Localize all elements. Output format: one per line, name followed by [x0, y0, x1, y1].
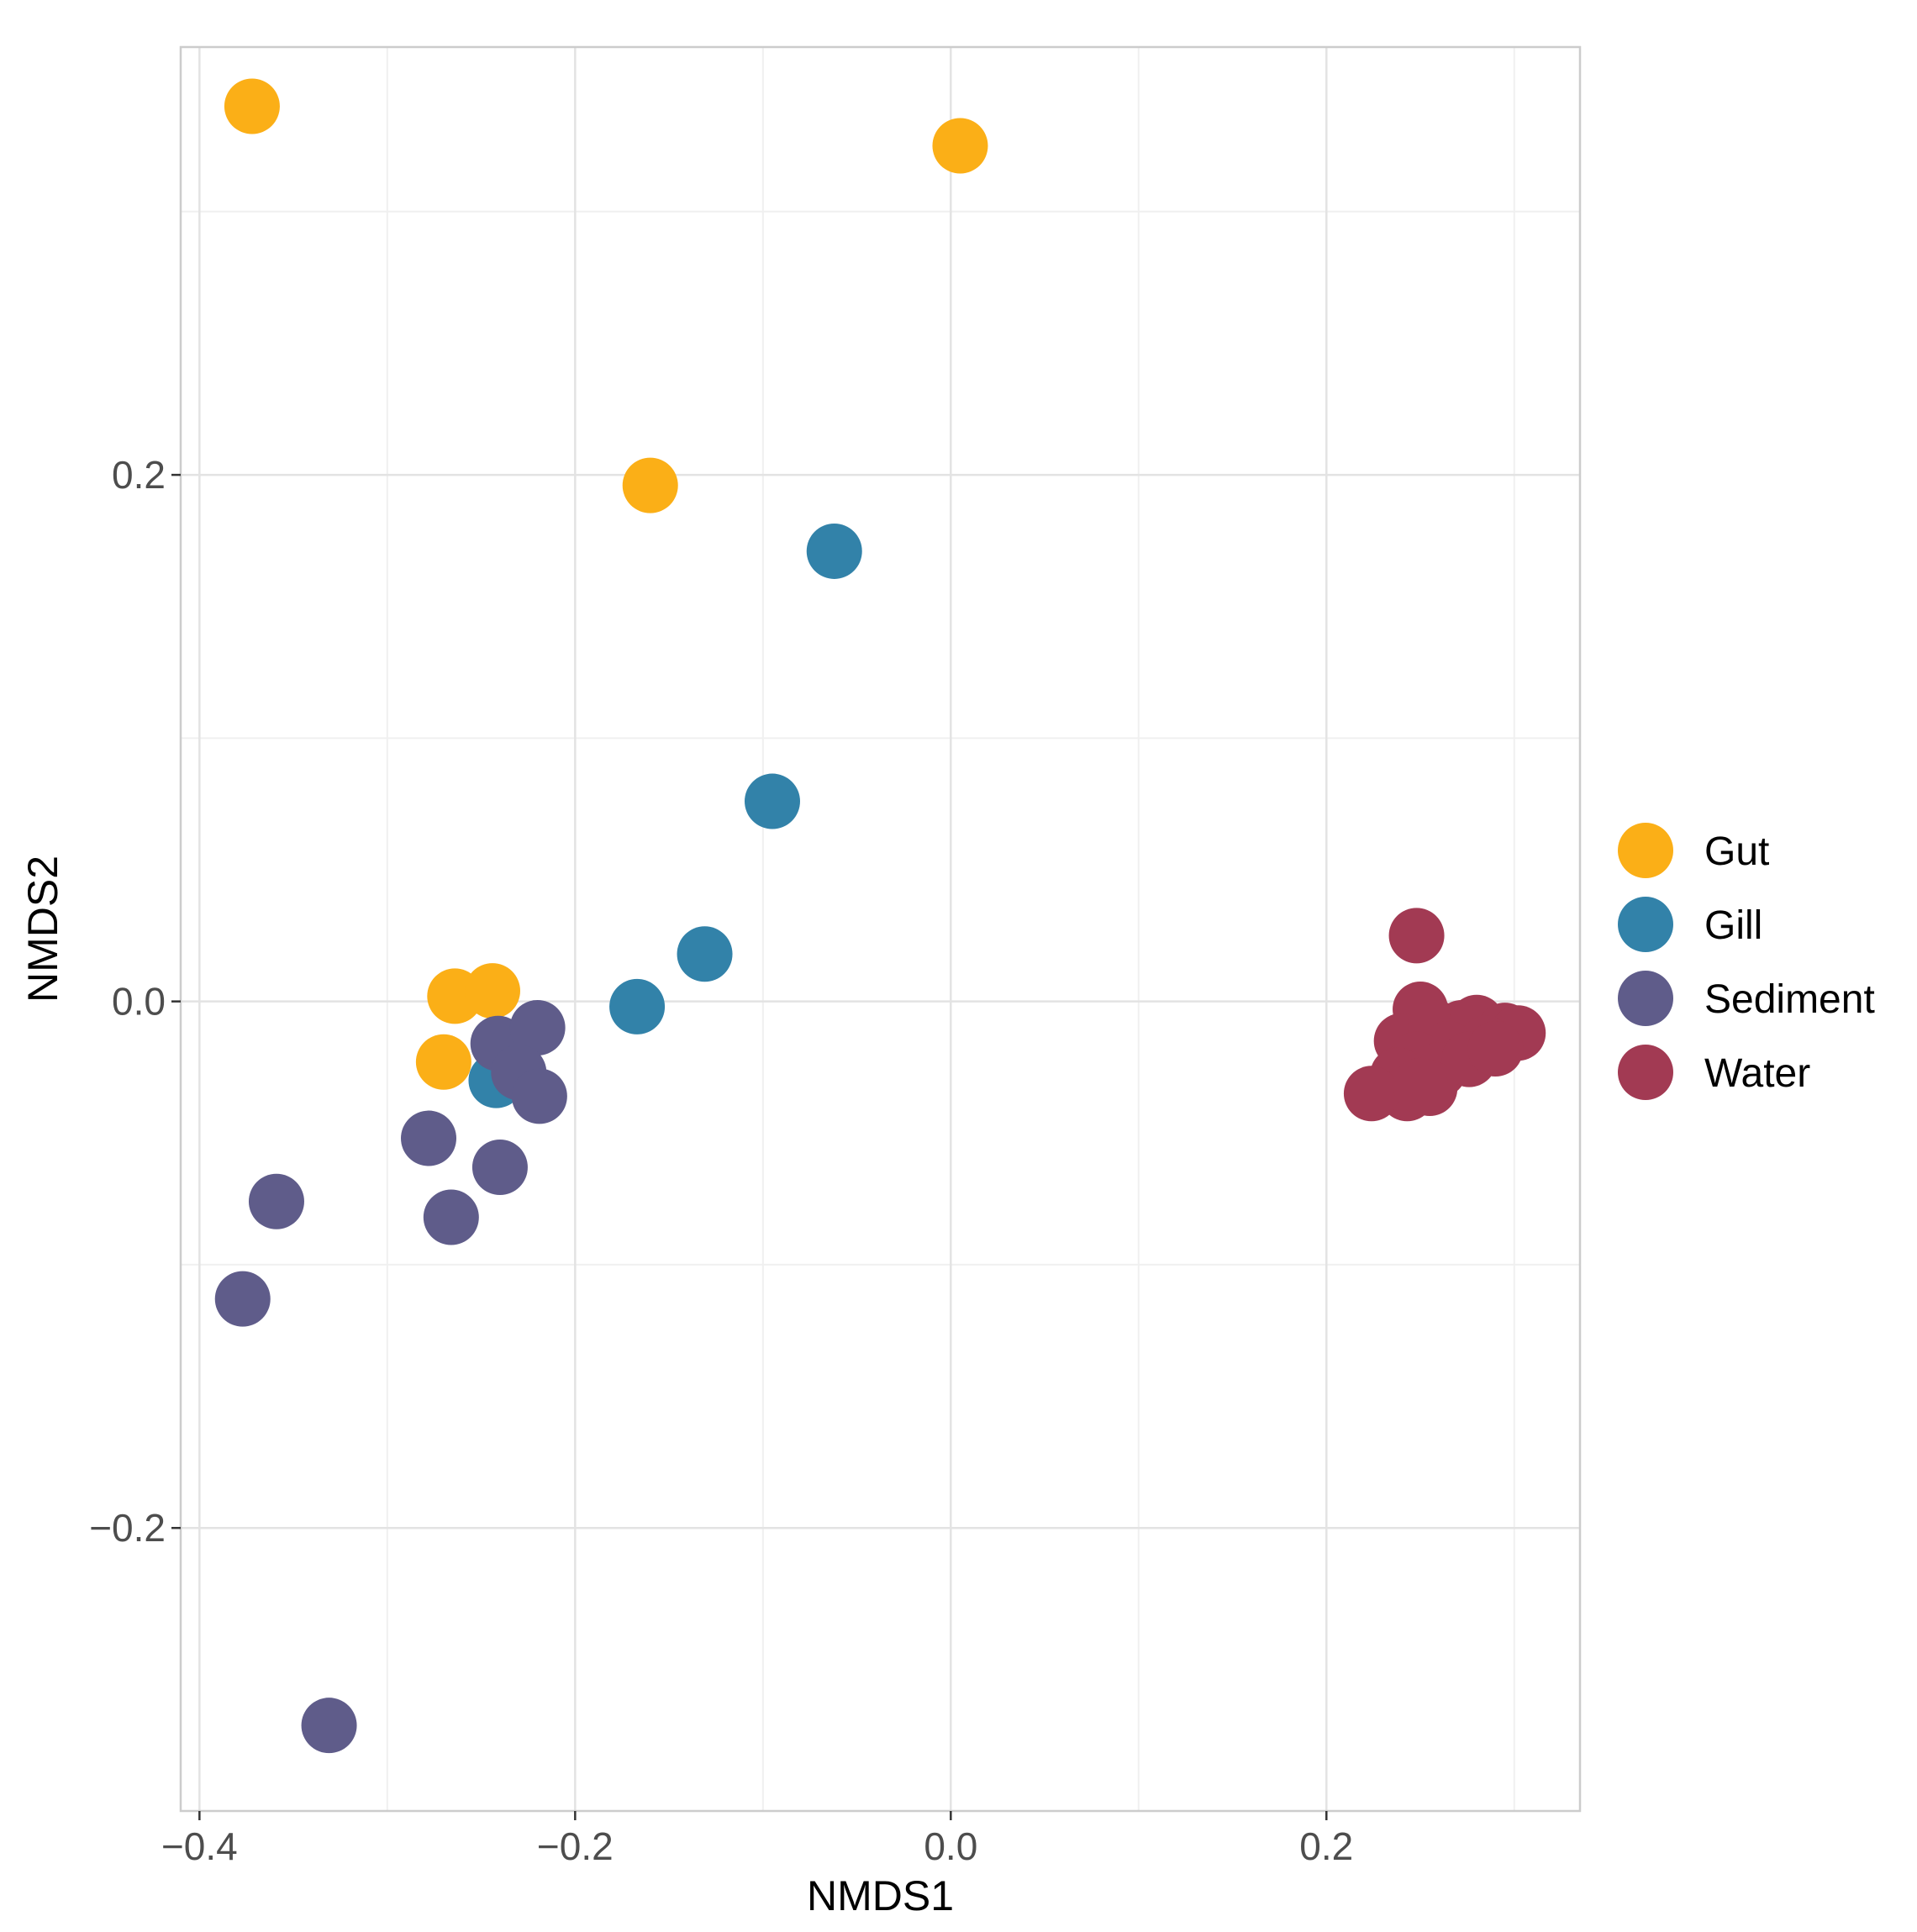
legend-label-water: Water: [1704, 1051, 1810, 1096]
x-tick-label: −0.2: [537, 1824, 614, 1868]
sediment-point: [301, 1698, 357, 1754]
sediment-point: [471, 1140, 528, 1196]
gut-point: [932, 118, 988, 174]
y-axis-ticks: −0.2 0.0 0.2: [89, 453, 181, 1550]
legend-key-water: [1618, 1045, 1673, 1100]
sediment-point: [509, 999, 566, 1055]
panel-border: [179, 45, 1582, 1813]
sediment-point: [423, 1189, 479, 1245]
water-point: [1343, 1066, 1399, 1122]
y-tick-label: 0.0: [112, 980, 166, 1024]
water-point: [1388, 908, 1445, 964]
panel-background: [181, 47, 1580, 1811]
x-axis-title: NMDS1: [807, 1872, 954, 1919]
minor-gridlines: [181, 47, 1580, 1811]
legend-key-gill: [1618, 897, 1673, 952]
y-axis-title: NMDS2: [19, 855, 66, 1003]
gill-point: [609, 978, 666, 1034]
gut-point: [415, 1034, 471, 1090]
sediment-point: [248, 1173, 304, 1229]
sediment-point: [214, 1271, 271, 1327]
x-tick-label: −0.4: [161, 1824, 238, 1868]
water-point: [1467, 1021, 1524, 1077]
x-tick-label: 0.0: [924, 1824, 977, 1868]
gill-point: [677, 926, 733, 982]
y-tick-label: 0.2: [112, 453, 166, 497]
gut-point: [622, 457, 678, 513]
legend-key-gut: [1618, 823, 1673, 878]
gill-point: [806, 523, 862, 579]
x-tick-label: 0.2: [1299, 1824, 1353, 1868]
sediment-point: [511, 1068, 567, 1124]
legend-label-sediment: Sediment: [1704, 977, 1875, 1022]
water-point: [1393, 1057, 1449, 1113]
data-points: [214, 78, 1546, 1754]
x-axis-ticks: −0.4 −0.2 0.0 0.2: [161, 1811, 1353, 1868]
major-gridlines: [181, 47, 1580, 1811]
sediment-point: [401, 1110, 457, 1166]
y-tick-label: −0.2: [89, 1506, 166, 1550]
legend-key-sediment: [1618, 971, 1673, 1026]
legend-label-gill: Gill: [1704, 903, 1762, 948]
gut-point: [464, 963, 520, 1019]
plot-area: [179, 45, 1582, 1813]
legend-label-gut: Gut: [1704, 829, 1769, 874]
gill-point: [744, 773, 800, 829]
gut-point: [224, 78, 280, 134]
legend: Gut Gill Sediment Water: [1618, 823, 1875, 1100]
